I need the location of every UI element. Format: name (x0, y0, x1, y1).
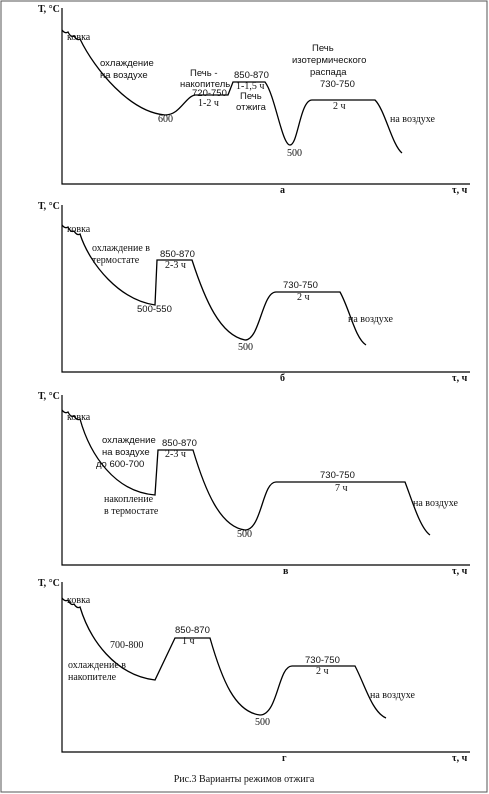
annotation: 500 (287, 148, 302, 159)
annotation: изотермического (292, 55, 366, 66)
annotation: ковка (67, 224, 91, 235)
panel-letter: г (282, 753, 287, 764)
annotation: 1 ч (182, 636, 195, 647)
curve (61, 29, 403, 154)
annotation: охлаждение (100, 58, 154, 69)
annotation: 500 (255, 717, 270, 728)
curve (61, 409, 431, 536)
annotation: на воздухе (413, 498, 459, 509)
annotation: Печь (240, 91, 262, 102)
annotation: на воздухе (370, 690, 416, 701)
annotation: 730-750 (320, 470, 355, 481)
annotation: 500 (237, 529, 252, 540)
annotation: на воздухе (348, 314, 394, 325)
annotation: 730-750 (305, 655, 340, 666)
panel-letter: б (280, 373, 285, 384)
curve (61, 224, 367, 346)
annotation: 2 ч (297, 292, 310, 303)
annotation: охлаждение (102, 435, 156, 446)
annotation: охлаждение в (68, 660, 126, 671)
annotation: 850-870 (175, 625, 210, 636)
annotation: на воздухе (390, 114, 436, 125)
annotation: термостате (92, 255, 140, 266)
annotation: ковка (67, 32, 91, 43)
x-axis-label: τ, ч (452, 566, 468, 577)
panel-letter: в (283, 566, 289, 577)
annotation: 2 ч (333, 101, 346, 112)
panel-letter: а (280, 185, 285, 196)
annotation: 1-2 ч (198, 98, 219, 109)
annotation: на воздухе (102, 447, 150, 458)
x-axis-label: τ, ч (452, 373, 468, 384)
annotation: 7 ч (335, 483, 348, 494)
x-axis-label: τ, ч (452, 753, 468, 764)
annotation: Печь - (190, 68, 218, 79)
annotation: 500-550 (137, 304, 172, 315)
axes (61, 395, 470, 566)
y-axis-label: Т, °С (38, 201, 60, 212)
y-axis-label: Т, °С (38, 4, 60, 15)
curve (61, 597, 387, 719)
axes (61, 205, 470, 373)
annotation: 700-800 (110, 640, 143, 651)
annotation: до 600-700 (96, 459, 144, 470)
annotation: 850-870 (234, 70, 269, 81)
annotation: Печь (312, 43, 334, 54)
annotation: охлаждение в (92, 243, 150, 254)
x-axis-label: τ, ч (452, 185, 468, 196)
y-axis-label: Т, °С (38, 391, 60, 402)
annotation: 2 ч (316, 666, 329, 677)
annotation: 850-870 (160, 249, 195, 260)
annotation: 720-750 (192, 88, 227, 99)
annotation: распада (310, 67, 347, 78)
annotation: 500 (238, 342, 253, 353)
annotation: 600 (158, 114, 173, 125)
annotation: 2-3 ч (165, 260, 186, 271)
annotation: накопителе (68, 672, 117, 683)
annotation: накопление (104, 494, 154, 505)
y-axis-label: Т, °С (38, 578, 60, 589)
annotation: ковка (67, 412, 91, 423)
annotation: 850-870 (162, 438, 197, 449)
annotation: 730-750 (320, 79, 355, 90)
annotation: ковка (67, 595, 91, 606)
axes (61, 8, 470, 185)
annotation: в термостате (104, 506, 159, 517)
annotation: накопитель (180, 79, 230, 90)
annotation: отжига (236, 102, 267, 113)
annotation: на воздухе (100, 70, 148, 81)
caption: Рис.3 Варианты режимов отжига (174, 774, 315, 785)
annotation: 730-750 (283, 280, 318, 291)
annotation: 2-3 ч (165, 449, 186, 460)
axes (61, 582, 470, 753)
annotation: 1-1,5 ч (236, 81, 264, 92)
